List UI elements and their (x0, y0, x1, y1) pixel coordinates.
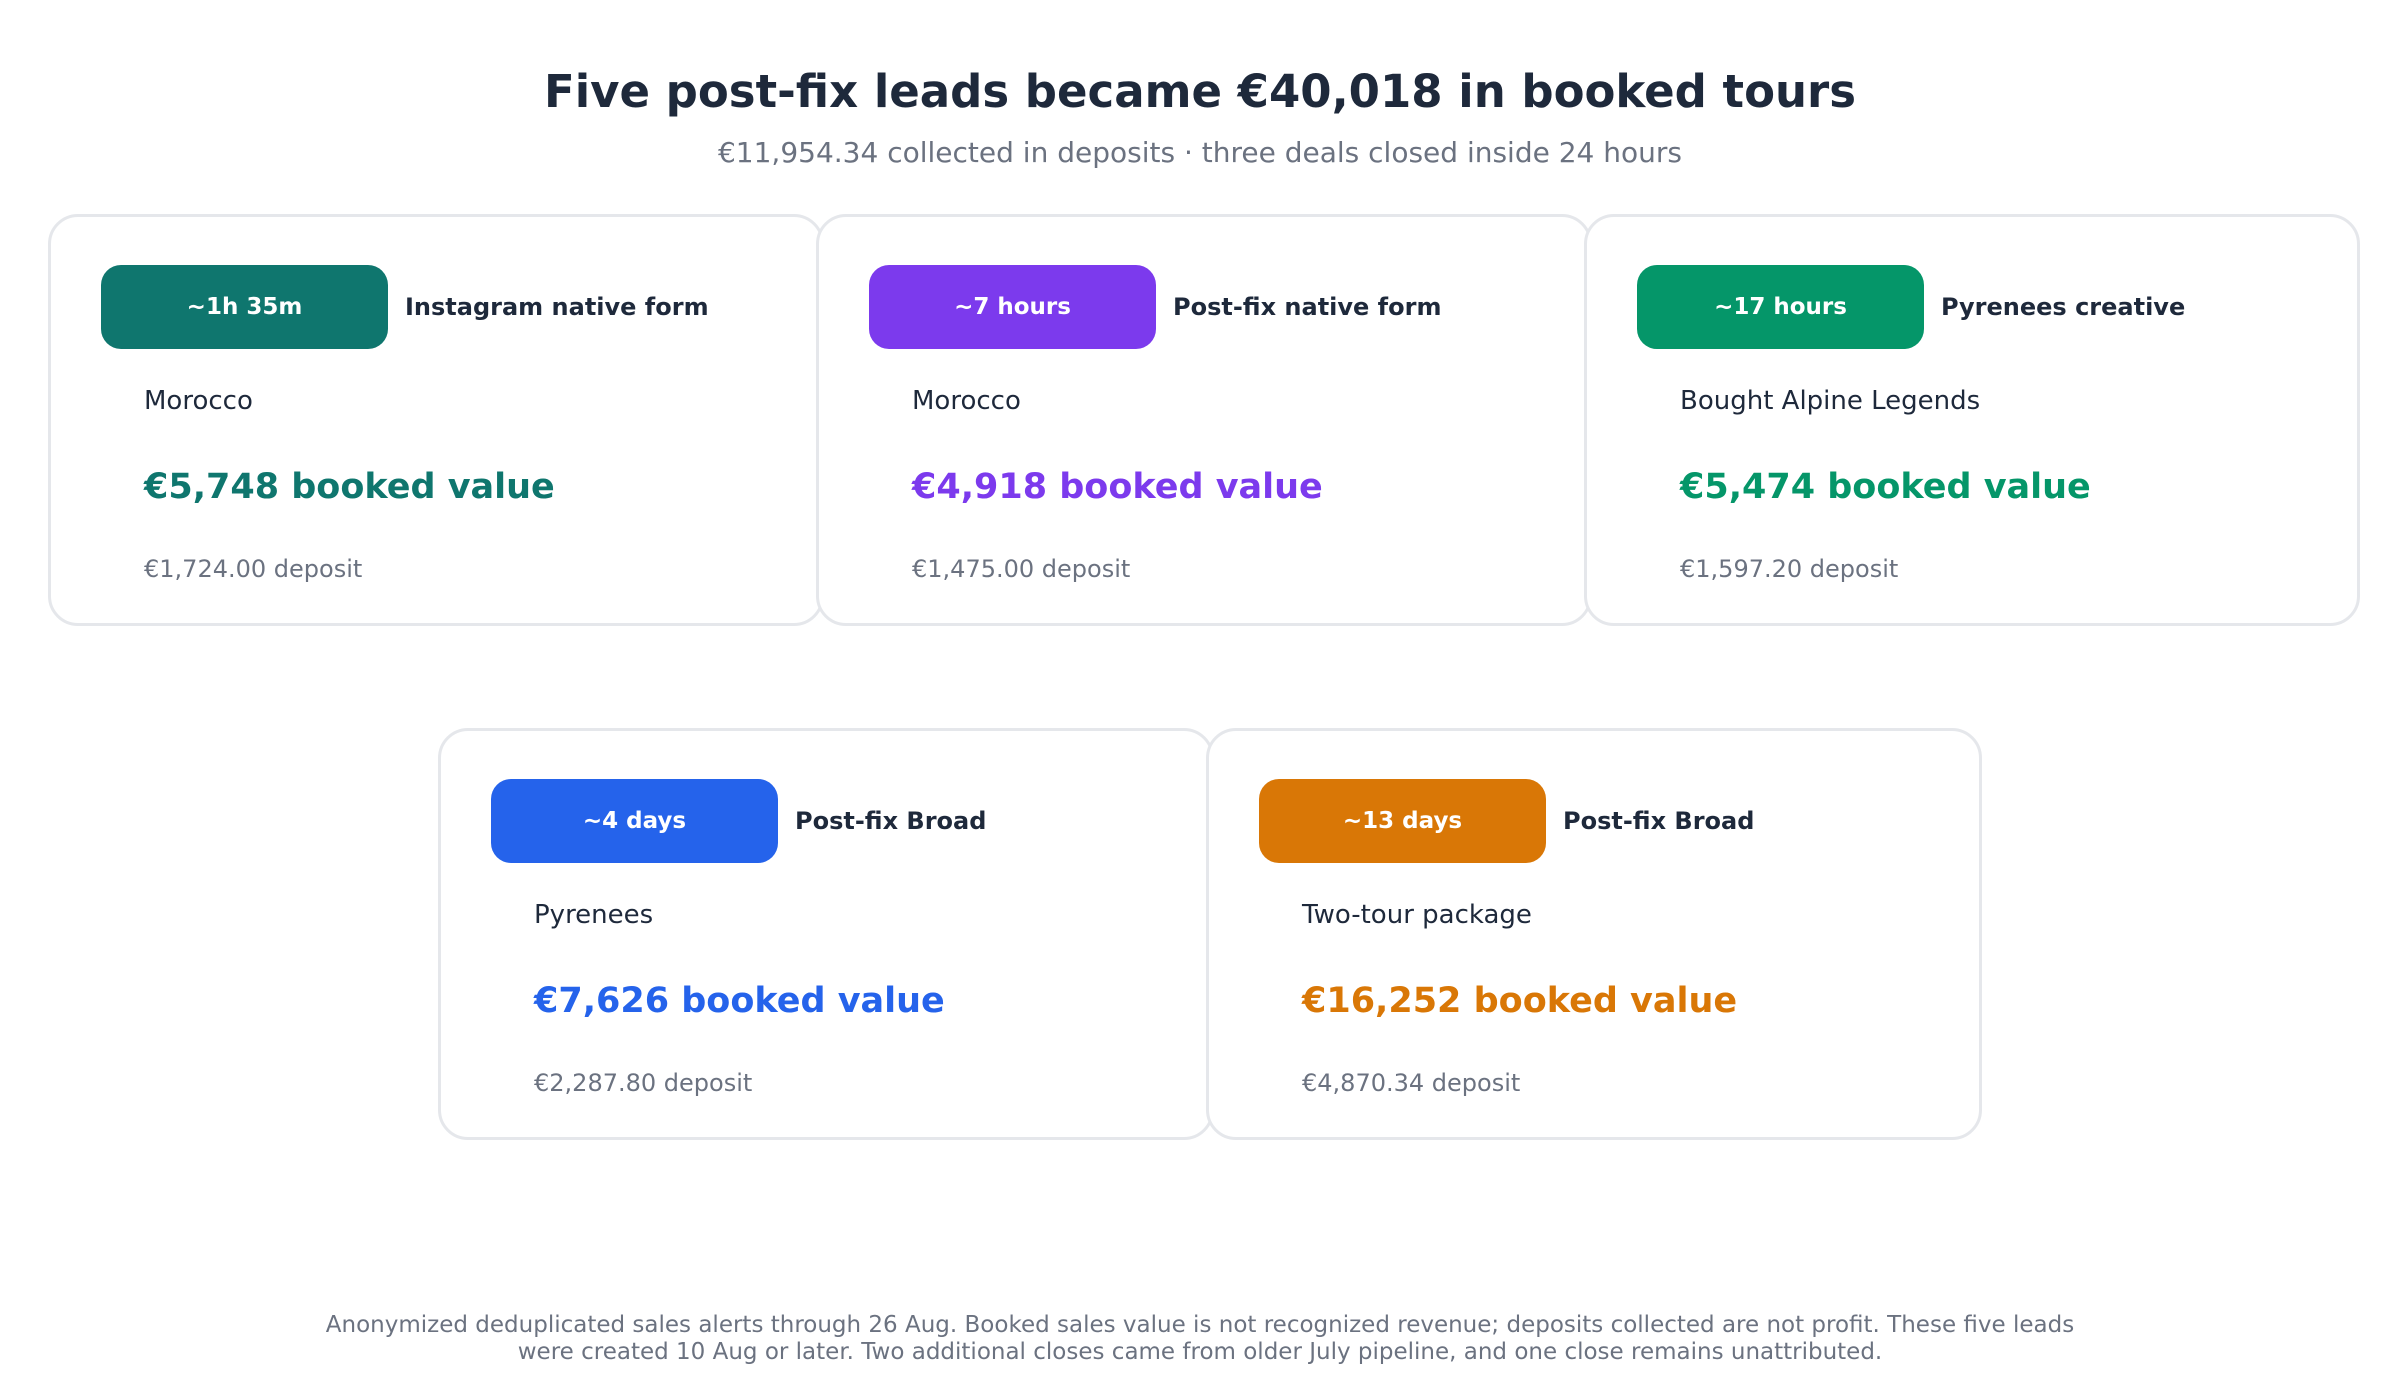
footnote: Anonymized deduplicated sales alerts thr… (325, 1312, 2075, 1365)
page-title: Five post-fix leads became €40,018 in bo… (543, 65, 1856, 118)
lead-card-2: ~7 hours Post-fix native form Morocco €4… (816, 214, 1592, 626)
booked-value: €16,252 booked value (1302, 981, 1738, 1021)
booked-value: €4,918 booked value (912, 467, 1323, 507)
tour-product: Bought Alpine Legends (1680, 386, 1981, 416)
page-subtitle: €11,954.34 collected in deposits · three… (717, 136, 1682, 169)
lead-card-3: ~17 hours Pyrenees creative Bought Alpin… (1584, 214, 2360, 626)
deposit-amount: €4,870.34 deposit (1302, 1069, 1521, 1097)
lead-card-1: ~1h 35m Instagram native form Morocco €5… (48, 214, 824, 626)
booked-value: €5,474 booked value (1680, 467, 2091, 507)
time-to-close-badge: ~1h 35m (101, 265, 388, 349)
booked-value: €5,748 booked value (144, 467, 555, 507)
booked-value: €7,626 booked value (534, 981, 945, 1021)
lead-card-5: ~13 days Post-fix Broad Two-tour package… (1206, 728, 1982, 1140)
lead-source: Post-fix native form (1173, 293, 1442, 321)
lead-source: Post-fix Broad (795, 807, 987, 835)
time-to-close-badge: ~4 days (491, 779, 778, 863)
deposit-amount: €2,287.80 deposit (534, 1069, 753, 1097)
tour-product: Morocco (912, 386, 1021, 416)
time-to-close-badge: ~13 days (1259, 779, 1546, 863)
lead-source: Post-fix Broad (1563, 807, 1755, 835)
deposit-amount: €1,724.00 deposit (144, 555, 363, 583)
time-to-close-badge: ~17 hours (1637, 265, 1924, 349)
lead-source: Pyrenees creative (1941, 293, 2186, 321)
time-to-close-badge: ~7 hours (869, 265, 1156, 349)
tour-product: Two-tour package (1302, 900, 1532, 930)
tour-product: Pyrenees (534, 900, 654, 930)
tour-product: Morocco (144, 386, 253, 416)
deposit-amount: €1,597.20 deposit (1680, 555, 1899, 583)
lead-card-4: ~4 days Post-fix Broad Pyrenees €7,626 b… (438, 728, 1214, 1140)
lead-source: Instagram native form (405, 293, 709, 321)
deposit-amount: €1,475.00 deposit (912, 555, 1131, 583)
